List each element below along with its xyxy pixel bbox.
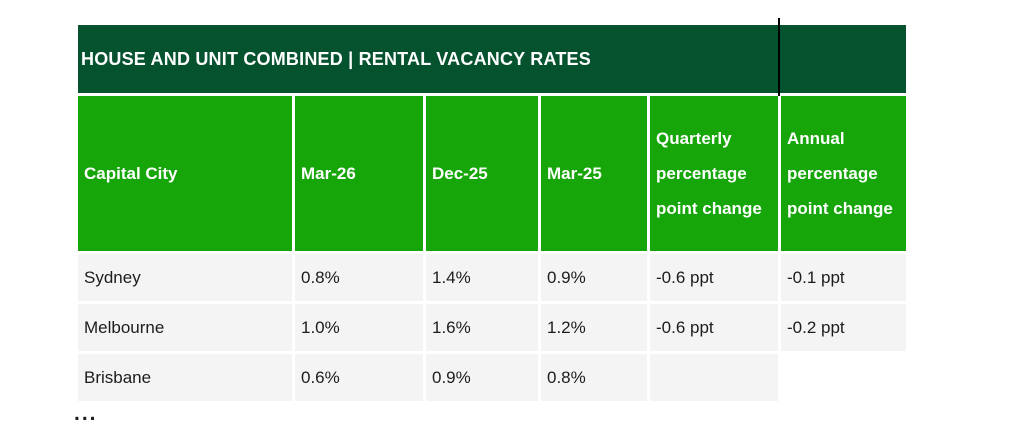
cell-mar-26: 1.0% <box>295 304 423 351</box>
cell-quarterly-change: -0.6 ppt <box>650 254 778 301</box>
cell-mar-26: 0.6% <box>295 354 423 401</box>
table-row-brisbane: Brisbane 0.6% 0.9% 0.8% <box>78 354 906 401</box>
cell-quarterly-change: -0.6 ppt <box>650 304 778 351</box>
column-header-capital-city: Capital City <box>78 96 292 251</box>
cell-dec-25: 1.6% <box>426 304 538 351</box>
cell-mar-25: 1.2% <box>541 304 647 351</box>
vertical-divider-line <box>778 18 780 96</box>
cell-annual-change: -0.1 ppt <box>781 254 906 301</box>
truncation-ellipsis: ... <box>74 402 98 425</box>
column-header-mar-26: Mar-26 <box>295 96 423 251</box>
column-header-mar-25: Mar-25 <box>541 96 647 251</box>
cell-mar-26: 0.8% <box>295 254 423 301</box>
table-title: HOUSE AND UNIT COMBINED | RENTAL VACANCY… <box>81 48 591 69</box>
cell-mar-25: 0.9% <box>541 254 647 301</box>
cell-annual-change-absent <box>781 354 906 401</box>
column-header-row: Capital City Mar-26 Dec-25 Mar-25 Quarte… <box>78 96 906 251</box>
column-header-annual-change: Annual percentage point change <box>781 96 906 251</box>
cell-quarterly-change <box>650 354 778 401</box>
cell-city: Melbourne <box>78 304 292 351</box>
rental-vacancy-table: HOUSE AND UNIT COMBINED | RENTAL VACANCY… <box>78 25 906 401</box>
table-row-sydney: Sydney 0.8% 1.4% 0.9% -0.6 ppt -0.1 ppt <box>78 254 906 301</box>
table-row-melbourne: Melbourne 1.0% 1.6% 1.2% -0.6 ppt -0.2 p… <box>78 304 906 351</box>
cell-dec-25: 1.4% <box>426 254 538 301</box>
column-header-dec-25: Dec-25 <box>426 96 538 251</box>
column-header-quarterly-change: Quarterly percentage point change <box>650 96 778 251</box>
cell-city: Sydney <box>78 254 292 301</box>
cell-annual-change: -0.2 ppt <box>781 304 906 351</box>
table-title-bar: HOUSE AND UNIT COMBINED | RENTAL VACANCY… <box>78 25 906 93</box>
cell-mar-25: 0.8% <box>541 354 647 401</box>
cell-dec-25: 0.9% <box>426 354 538 401</box>
cell-city: Brisbane <box>78 354 292 401</box>
